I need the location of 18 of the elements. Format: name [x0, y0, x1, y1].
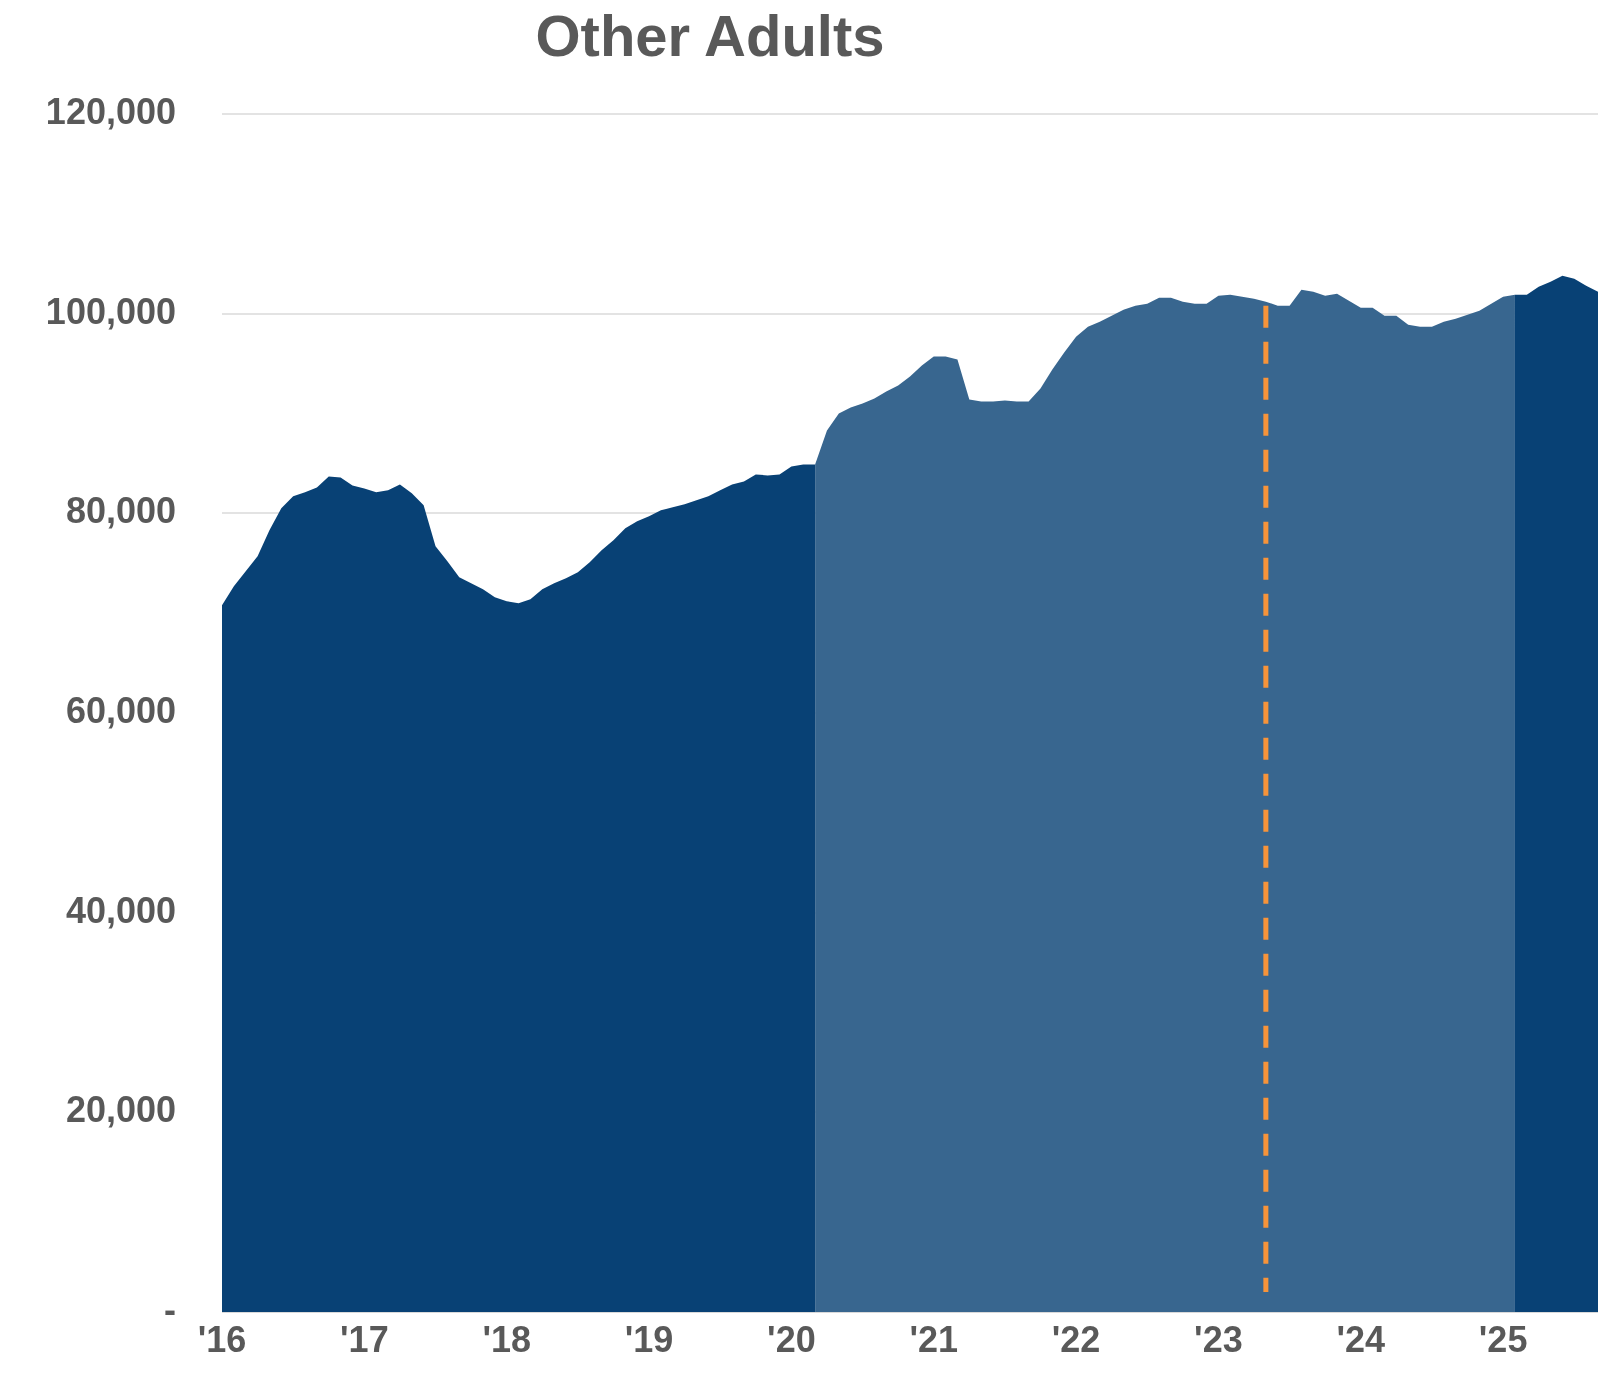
x-tick-label: '22 — [1051, 1318, 1101, 1360]
x-tick-label: '19 — [624, 1318, 674, 1360]
y-tick-label: 80,000 — [65, 490, 176, 532]
x-tick-label: '17 — [340, 1318, 389, 1360]
x-tick-label: '25 — [1478, 1318, 1528, 1360]
x-tick-label: '24 — [1336, 1318, 1386, 1360]
x-tick-label: '18 — [482, 1318, 531, 1360]
y-tick-label: 20,000 — [65, 1089, 176, 1131]
x-tick-label: '20 — [767, 1318, 816, 1360]
y-tick-label: 120,000 — [45, 90, 176, 132]
y-tick-label: 100,000 — [45, 290, 176, 332]
y-tick-label: 40,000 — [65, 889, 176, 931]
x-tick-label: '16 — [197, 1318, 247, 1360]
x-tick-label: '21 — [909, 1318, 959, 1360]
y-tick-label: 60,000 — [65, 689, 176, 731]
chart-title: Other Adults — [534, 2, 886, 69]
x-tick-label: '23 — [1194, 1318, 1243, 1360]
y-tick-label: - — [164, 1288, 176, 1330]
